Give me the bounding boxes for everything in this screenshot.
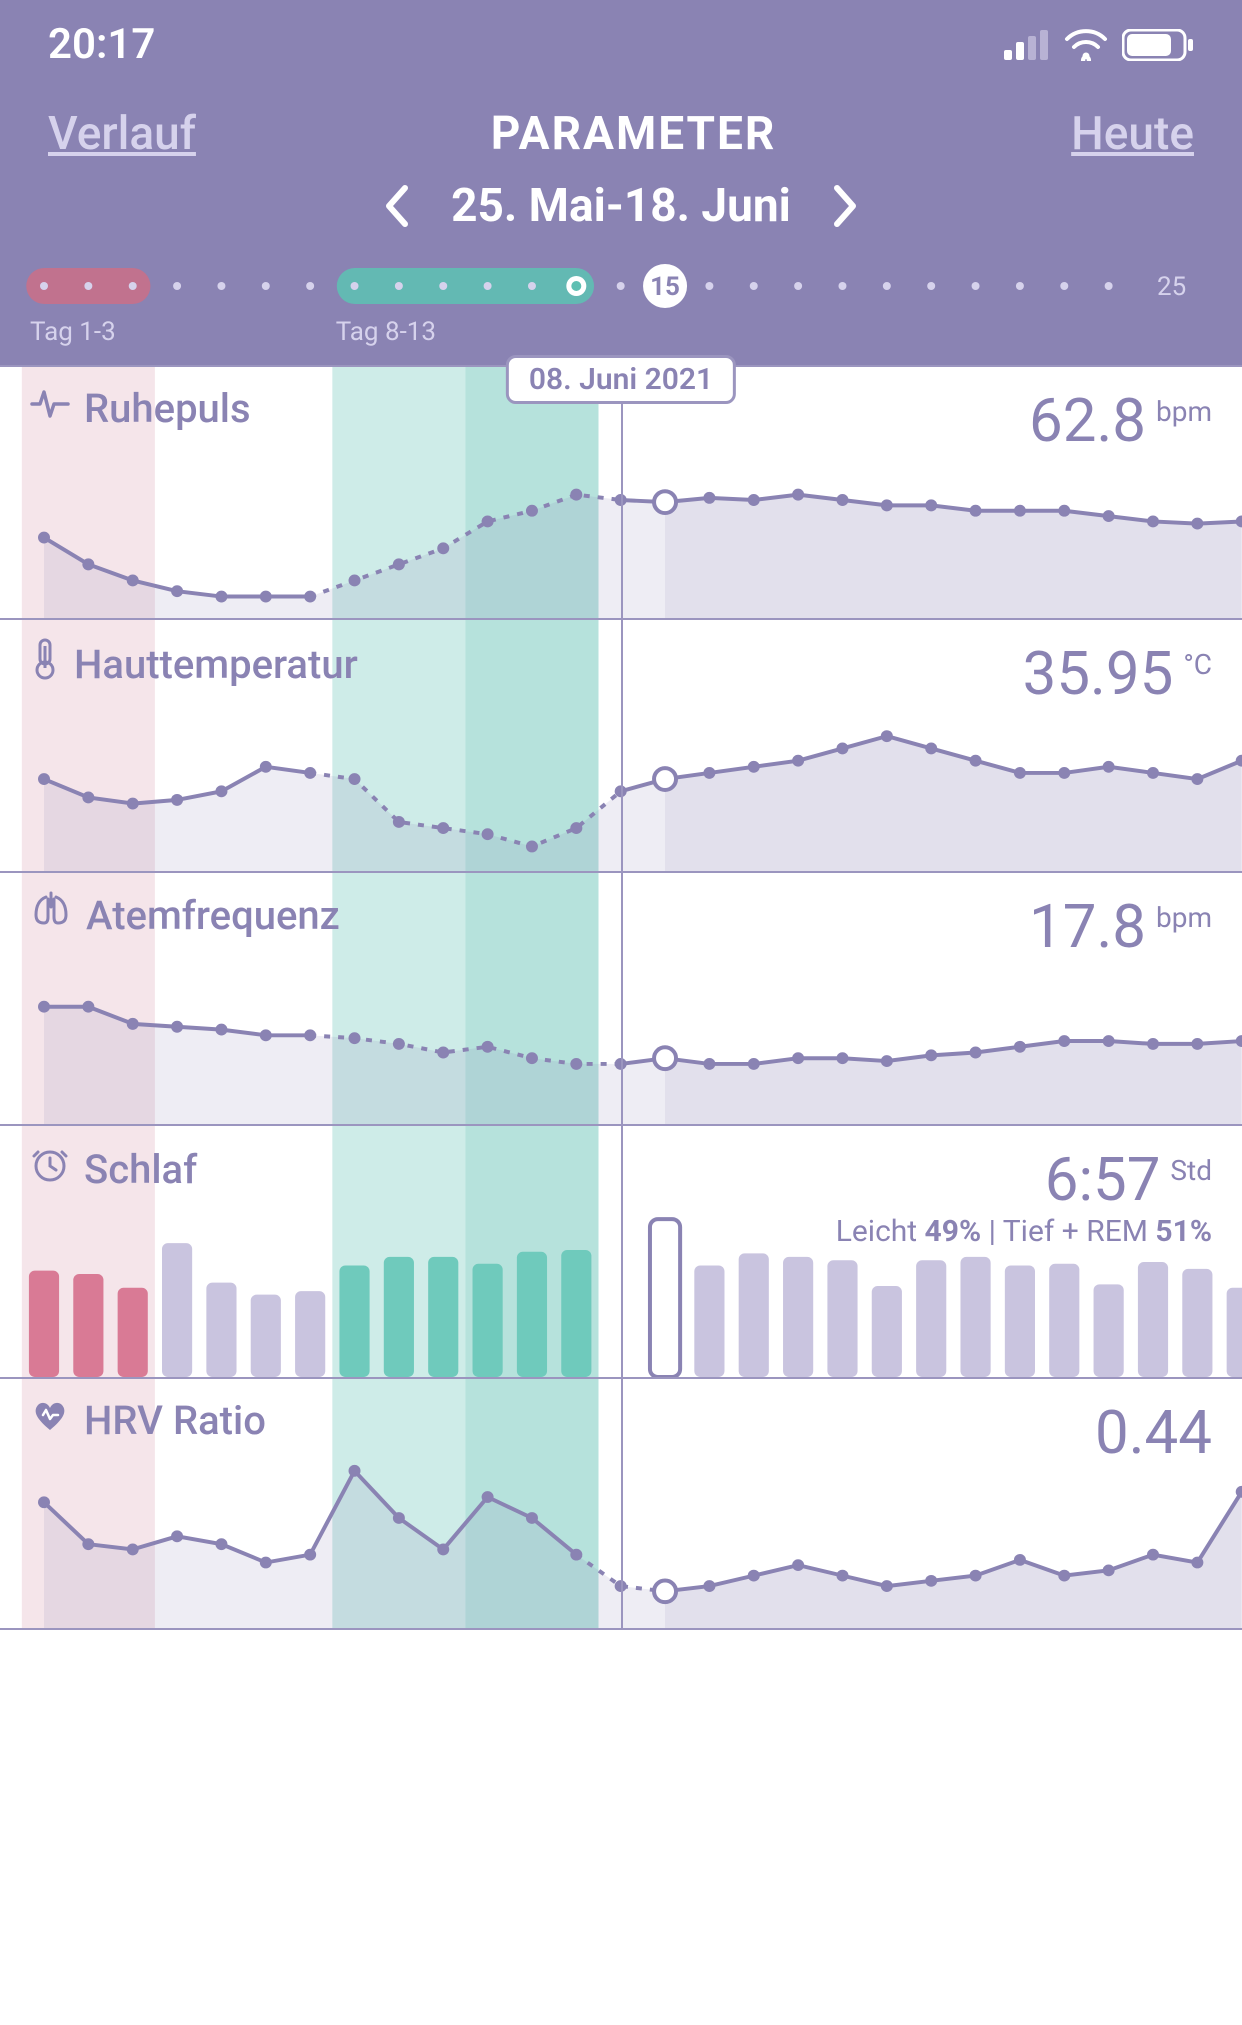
hrv-label: HRV Ratio [30,1397,266,1444]
sub-pct2: 51% [1155,1214,1212,1249]
sub-prefix: Leicht [836,1214,925,1249]
value-unit: °C [1183,648,1212,681]
nav-bar: Verlauf PARAMETER Heute [0,79,1242,169]
sub-pct1: 49% [925,1214,982,1249]
hrv-value: 0.44 [1095,1397,1212,1468]
sleep-breakdown: Leicht 49% | Tief + REM 51% [836,1214,1212,1249]
chart-header: Atemfrequenz 17.8 bpm [30,891,1212,962]
thermometer-icon [30,638,60,690]
status-bar: 20:17 [0,0,1242,79]
wifi-icon [1064,29,1108,61]
clock-icon [30,1144,70,1194]
battery-icon [1122,29,1194,61]
value-unit: bpm [1156,901,1212,934]
atemfrequenz-label: Atemfrequenz [30,891,340,939]
app-header: 20:17 Verlauf PARAMETER Heute [0,0,1242,365]
schlaf-value: 6:57 Std [1045,1144,1212,1215]
chart-label-text: Schlaf [84,1146,197,1193]
value-unit: Std [1170,1154,1212,1187]
value-number: 35.95 [1023,638,1174,709]
signal-icon [1004,30,1050,60]
value-number: 17.8 [1029,891,1146,962]
chart-label-text: Hauttemperatur [74,641,358,688]
date-range-label: 25. Mai-18. Juni [451,179,791,233]
hrv-panel[interactable]: HRV Ratio 0.44 [0,1377,1242,1630]
chart-header: HRV Ratio 0.44 [30,1397,1212,1468]
cycle-timeline[interactable]: 1525 [0,251,1242,311]
chart-header: Schlaf 6:57 Std [30,1144,1212,1215]
hauttemperatur-value: 35.95 °C [1023,638,1212,709]
hauttemperatur-panel[interactable]: Hauttemperatur 35.95 °C [0,618,1242,871]
chevron-left-icon[interactable] [383,184,411,228]
chart-label-text: Atemfrequenz [86,892,340,939]
chart-label-text: Ruhepuls [84,385,251,432]
timeline-labels: Tag 1-3 Tag 8-13 [0,317,1242,357]
pulse-icon [30,385,70,432]
timeline-dots: 1525 [0,261,1242,321]
nav-history-link[interactable]: Verlauf [48,107,196,161]
schlaf-label: Schlaf [30,1144,197,1194]
value-number: 0.44 [1095,1397,1212,1468]
value-number: 6:57 [1045,1144,1161,1215]
schlaf-panel[interactable]: Schlaf 6:57 Std Leicht 49% | Tief + REM 51% [0,1124,1242,1377]
value-number: 62.8 [1029,385,1146,456]
lungs-icon [30,891,72,939]
chart-header: Hauttemperatur 35.95 °C [30,638,1212,709]
charts-container: Ruhepuls62.8bpm08. Juni 2021Hauttemperat… [0,365,1242,1630]
date-range-row: 25. Mai-18. Juni [0,169,1242,251]
phase2-label: Tag 8-13 [336,317,436,347]
svg-text:25: 25 [1157,272,1186,302]
ruhepuls-label: Ruhepuls [30,385,251,432]
sub-mid: | Tief + REM [981,1214,1155,1249]
page-title: PARAMETER [491,107,777,161]
svg-text:15: 15 [650,272,680,302]
heart-icon [30,1397,70,1444]
status-icons [1004,29,1194,61]
selected-date-badge: 08. Juni 2021 [506,355,736,404]
atemfrequenz-panel[interactable]: Atemfrequenz 17.8 bpm [0,871,1242,1124]
chart-label-text: HRV Ratio [84,1397,266,1444]
value-unit: bpm [1156,395,1212,428]
ruhepuls-panel[interactable]: Ruhepuls62.8bpm08. Juni 2021 [0,365,1242,618]
hauttemperatur-label: Hauttemperatur [30,638,358,690]
atemfrequenz-value: 17.8 bpm [1029,891,1212,962]
nav-today-link[interactable]: Heute [1071,107,1194,161]
status-time: 20:17 [48,20,155,69]
chevron-right-icon[interactable] [831,184,859,228]
phase1-label: Tag 1-3 [30,317,116,347]
ruhepuls-value: 62.8 bpm [1029,385,1212,456]
